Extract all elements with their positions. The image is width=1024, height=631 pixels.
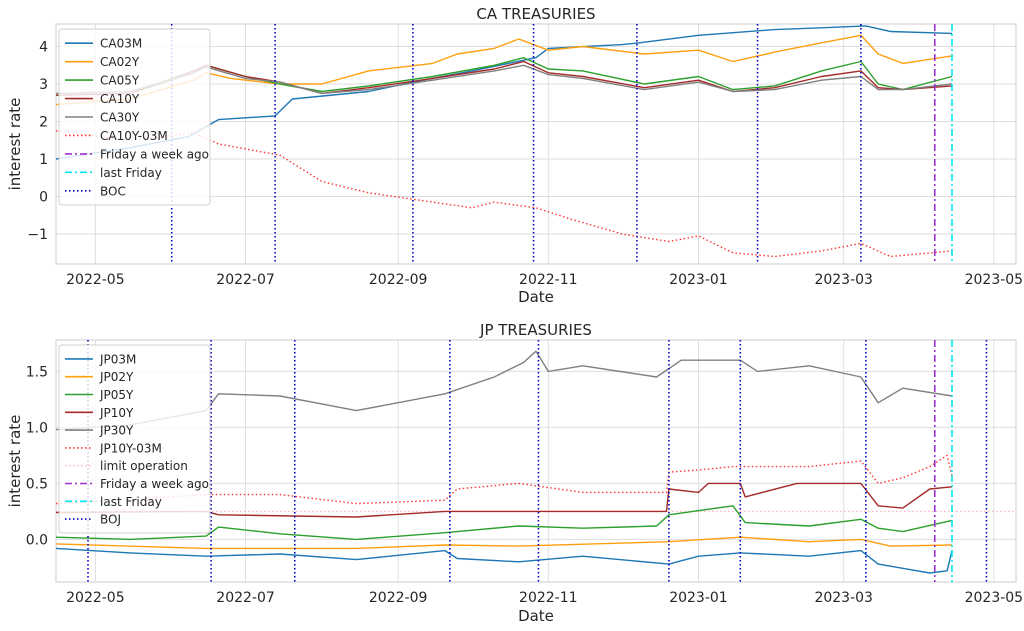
chart-title: JP TREASURIES	[479, 321, 592, 339]
series-line-ca02y	[56, 34, 953, 106]
y-tick-label: 0	[39, 190, 48, 206]
legend-label-ca05y: CA05Y	[100, 74, 140, 88]
series-line-jp03m	[56, 547, 953, 574]
x-tick-label: 2023-01	[669, 590, 728, 606]
legend-label-jp10y: JP10Y	[99, 406, 134, 420]
series-line-jp05y	[56, 505, 953, 541]
x-tick-label: 2023-05	[965, 272, 1024, 288]
y-tick-label: 3	[39, 77, 48, 93]
series-line-jp30y	[56, 350, 953, 431]
legend-label-ca30y: CA30Y	[100, 111, 140, 125]
series-line-jp02y	[56, 536, 953, 550]
series-line-ca03m	[56, 25, 953, 160]
x-tick-label: 2022-07	[216, 272, 275, 288]
legend-label-jp02y: JP02Y	[99, 370, 134, 384]
legend-label-ca10y: CA10Y	[100, 92, 140, 106]
legend-label-last-friday: last Friday	[100, 166, 162, 180]
legend-label-ca10y-03m: CA10Y-03M	[100, 129, 168, 143]
x-tick-label: 2023-01	[669, 272, 728, 288]
legend: JP03M JP02Y JP05Y JP10Y JP30Y JP10Y-03M limit …	[58, 344, 211, 534]
y-tick-label: 4	[39, 40, 48, 56]
series-line-ca30y	[56, 64, 953, 95]
x-tick-label: 2022-09	[369, 590, 428, 606]
chart-panel-ca-treasuries: 2022-05 2022-07 2022-09 2022-11 2023-01 2023-…	[6, 5, 1023, 306]
legend-label-last-friday: last Friday	[100, 495, 162, 509]
legend-label-jp03m: JP03M	[99, 352, 136, 366]
y-tick-label: 2	[39, 115, 48, 131]
y-tick-label: 0.5	[26, 476, 48, 492]
legend-box	[58, 28, 211, 206]
legend-label-friday-a-week-ago: Friday a week ago	[100, 147, 209, 161]
x-axis-label: Date	[518, 288, 554, 306]
x-tick-label: 2022-05	[66, 272, 125, 288]
legend-label-jp30y: JP30Y	[99, 424, 134, 438]
y-tick-label: 1	[39, 152, 48, 168]
series-line-ca10y	[56, 60, 953, 96]
legend: CA03M CA02Y CA05Y CA10Y CA30Y CA10Y-03M Friday…	[58, 28, 211, 206]
y-axis-label: interest rate	[6, 98, 24, 191]
x-tick-label: 2023-05	[965, 590, 1024, 606]
y-tick-label: 0.0	[26, 532, 48, 548]
x-tick-label: 2022-09	[369, 272, 428, 288]
y-tick-label: 1.0	[26, 420, 48, 436]
plot-content	[56, 340, 1016, 582]
y-tick-label: −1	[27, 227, 48, 243]
y-tick-label: 1.5	[26, 364, 48, 380]
legend-label-friday-a-week-ago: Friday a week ago	[100, 477, 209, 491]
x-tick-label: 2023-03	[814, 590, 873, 606]
x-tick-label: 2022-11	[519, 590, 578, 606]
legend-label-ca02y: CA02Y	[100, 55, 140, 69]
y-axis-label: interest rate	[6, 415, 24, 508]
legend-label-jp10y-03m: JP10Y-03M	[99, 441, 162, 455]
legend-label-boj: BOJ	[100, 513, 121, 527]
legend-label-jp05y: JP05Y	[99, 388, 134, 402]
x-tick-label: 2023-03	[814, 272, 873, 288]
chart-title: CA TREASURIES	[476, 5, 595, 23]
legend-label-boc: BOC	[100, 184, 126, 198]
x-tick-label: 2022-11	[519, 272, 578, 288]
legend-label-limit-operation: limit operation	[100, 459, 188, 473]
legend-label-ca03m: CA03M	[100, 37, 142, 51]
x-axis-label: Date	[518, 607, 554, 625]
chart-panel-jp-treasuries: 2022-05 2022-07 2022-09 2022-11 2023-01 2023-…	[6, 321, 1023, 625]
legend-box	[58, 344, 211, 534]
x-tick-label: 2022-07	[216, 590, 275, 606]
series-line-jp10y	[56, 482, 953, 518]
x-tick-label: 2022-05	[66, 590, 125, 606]
